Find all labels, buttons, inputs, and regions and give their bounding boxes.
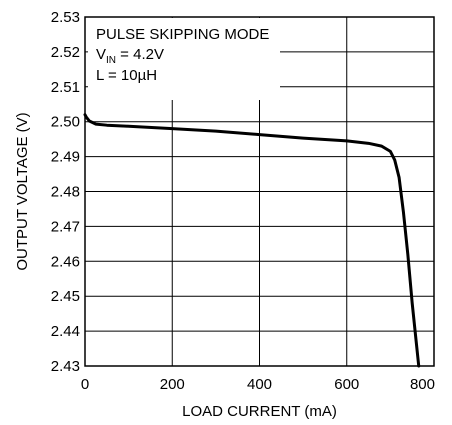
- annotation-mode: PULSE SKIPPING MODE: [96, 26, 269, 43]
- x-tick-label: 600: [334, 376, 359, 393]
- annotation-vin: VIN = 4.2V: [96, 46, 164, 66]
- x-tick-labels: 0 200 400 600 800: [81, 376, 435, 393]
- output-voltage-curve: [83, 113, 421, 368]
- y-tick-label: 2.48: [51, 184, 80, 201]
- y-tick-label: 2.51: [51, 79, 80, 96]
- x-tick-label: 0: [81, 376, 89, 393]
- y-tick-labels: 2.43 2.44 2.45 2.46 2.47 2.48 2.49 2.50 2.51 2.52…: [51, 9, 80, 375]
- y-tick-label: 2.44: [51, 323, 80, 340]
- y-tick-label: 2.47: [51, 218, 80, 235]
- y-tick-label: 2.49: [51, 149, 80, 166]
- x-tick-label: 400: [247, 376, 272, 393]
- y-axis-title: OUTPUT VOLTAGE (V): [14, 112, 31, 270]
- x-tick-label: 200: [160, 376, 185, 393]
- annotation-inductor: L = 10µH: [96, 67, 157, 84]
- y-tick-label: 2.46: [51, 253, 80, 270]
- y-tick-label: 2.43: [51, 358, 80, 375]
- x-tick-label: 800: [410, 376, 435, 393]
- annotation-background: [88, 18, 280, 100]
- y-tick-label: 2.52: [51, 44, 80, 61]
- y-tick-label: 2.45: [51, 288, 80, 305]
- plot-frame: [84, 16, 435, 367]
- y-tick-label: 2.50: [51, 114, 80, 131]
- x-axis-title: LOAD CURRENT (mA): [182, 403, 337, 420]
- y-tick-label: 2.53: [51, 9, 80, 26]
